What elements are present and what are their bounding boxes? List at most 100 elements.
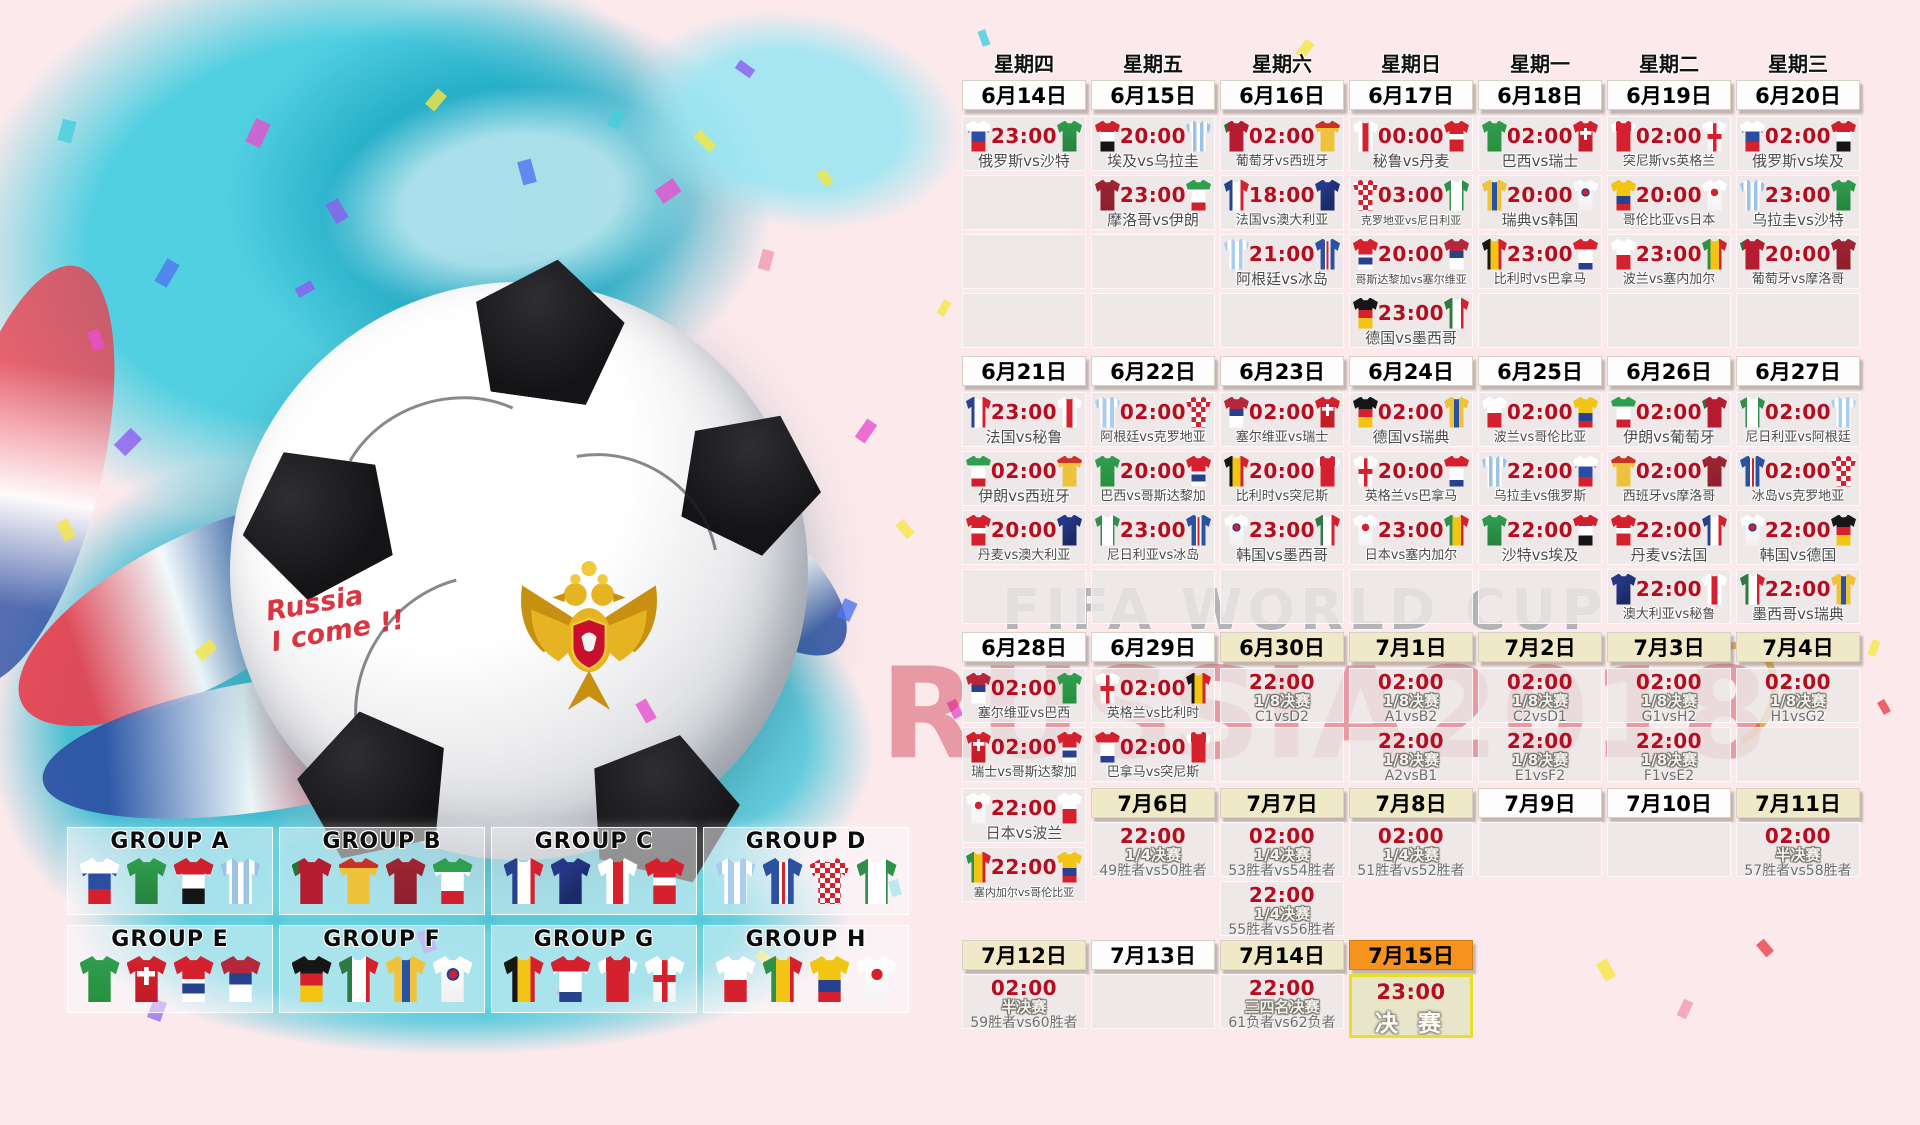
kickoff-time: 22:00 bbox=[1635, 729, 1703, 753]
match-teams-label: 冰岛vs克罗地亚 bbox=[1751, 489, 1845, 504]
team-jersey-icon bbox=[1740, 455, 1765, 487]
group-jerseys-row bbox=[704, 954, 908, 1002]
match-cell: 02:00 波兰vs哥伦比亚 bbox=[1478, 392, 1602, 447]
match-teams-label: 日本vs波兰 bbox=[985, 824, 1063, 842]
knockout-stage-label: 1/8决赛 bbox=[1511, 751, 1569, 769]
weekday-label: 星期五 bbox=[1123, 52, 1183, 76]
team-jersey-icon bbox=[1224, 455, 1249, 487]
match-header-row: 02:00 bbox=[963, 728, 1085, 764]
empty-cell bbox=[962, 569, 1086, 624]
match-header-row: 22:00 bbox=[1737, 570, 1859, 606]
kickoff-time: 21:00 bbox=[1248, 242, 1316, 266]
match-teams-label: 韩国vs德国 bbox=[1759, 546, 1837, 564]
match-header-row: 02:00 bbox=[1221, 393, 1343, 429]
team-jersey-icon bbox=[809, 858, 850, 904]
knockout-pairing-label: 59胜者vs60胜者 bbox=[970, 1015, 1078, 1029]
match-teams-label: 伊朗vs葡萄牙 bbox=[1623, 428, 1715, 446]
knockout-pairing-label: A2vsB1 bbox=[1384, 768, 1438, 782]
match-cell: 22:00 1/4决赛 55胜者vs56胜者 bbox=[1220, 881, 1344, 936]
kickoff-time: 02:00 bbox=[1377, 670, 1445, 694]
kickoff-time: 02:00 bbox=[990, 735, 1058, 759]
kickoff-time: 22:00 bbox=[1506, 518, 1574, 542]
group-title: GROUP D bbox=[745, 829, 867, 854]
team-jersey-icon bbox=[1224, 120, 1249, 152]
kickoff-time: 20:00 bbox=[1764, 242, 1832, 266]
team-jersey-icon bbox=[1831, 120, 1856, 152]
team-jersey-icon bbox=[966, 731, 991, 763]
date-header: 7月13日 bbox=[1091, 940, 1215, 970]
date-header: 6月28日 bbox=[962, 632, 1086, 662]
match-teams-label: 丹麦vs法国 bbox=[1630, 546, 1708, 564]
match-teams-label: 墨西哥vs瑞典 bbox=[1752, 605, 1844, 623]
kickoff-time: 02:00 bbox=[1119, 735, 1187, 759]
team-jersey-icon bbox=[1444, 179, 1469, 211]
team-jersey-icon bbox=[126, 956, 167, 1002]
weekday-label: 星期日 bbox=[1381, 52, 1441, 76]
match-cell: 02:00 突尼斯vs英格兰 bbox=[1607, 116, 1731, 171]
match-cell: 02:00 伊朗vs西班牙 bbox=[962, 451, 1086, 506]
match-cell: 02:00 阿根廷vs克罗地亚 bbox=[1091, 392, 1215, 447]
group-jerseys-row bbox=[492, 954, 696, 1002]
match-cell: 23:00 韩国vs墨西哥 bbox=[1220, 510, 1344, 565]
team-jersey-icon bbox=[1482, 120, 1507, 152]
group-title: GROUP C bbox=[534, 829, 654, 854]
match-cell: 02:00 1/4决赛 51胜者vs52胜者 bbox=[1349, 822, 1473, 877]
match-teams-label: 日本vs塞内加尔 bbox=[1364, 548, 1458, 563]
team-jersey-icon bbox=[1740, 120, 1765, 152]
team-jersey-icon bbox=[1353, 396, 1378, 428]
knockout-pairing-label: 49胜者vs50胜者 bbox=[1099, 863, 1207, 877]
match-teams-label: 德国vs墨西哥 bbox=[1365, 329, 1457, 347]
match-cell: 02:00 尼日利亚vs阿根廷 bbox=[1736, 392, 1860, 447]
team-jersey-icon bbox=[1831, 396, 1856, 428]
match-teams-label: 尼日利亚vs阿根廷 bbox=[1745, 430, 1851, 445]
team-jersey-icon bbox=[1482, 396, 1507, 428]
team-jersey-icon bbox=[550, 858, 591, 904]
match-cell: 02:00 冰岛vs克罗地亚 bbox=[1736, 451, 1860, 506]
match-header-row: 02:00 bbox=[1350, 393, 1472, 429]
weekday-label: 星期三 bbox=[1768, 52, 1828, 76]
match-teams-label: 葡萄牙vs西班牙 bbox=[1235, 154, 1329, 169]
team-jersey-icon bbox=[1095, 396, 1120, 428]
match-cell: 22:00 1/8决赛 C1vsD2 bbox=[1220, 668, 1344, 723]
match-teams-label: 埃及vs乌拉圭 bbox=[1107, 152, 1199, 170]
match-cell: 23:00 法国vs秘鲁 bbox=[962, 392, 1086, 447]
match-header-row: 20:00 bbox=[1092, 117, 1214, 153]
team-jersey-icon bbox=[1224, 514, 1249, 546]
match-cell: 21:00 阿根廷vs冰岛 bbox=[1220, 234, 1344, 289]
match-header-row: 20:00 bbox=[1221, 452, 1343, 488]
knockout-pairing-label: F1vsE2 bbox=[1643, 768, 1695, 782]
match-teams-label: 俄罗斯vs沙特 bbox=[978, 152, 1070, 170]
team-jersey-icon bbox=[1702, 179, 1727, 211]
knockout-pairing-label: 61负者vs62负者 bbox=[1228, 1015, 1336, 1029]
match-header-row: 03:00 bbox=[1350, 176, 1472, 212]
match-cell: 23:00 俄罗斯vs沙特 bbox=[962, 116, 1086, 171]
team-jersey-icon bbox=[1057, 792, 1082, 824]
match-header-row: 23:00 bbox=[1092, 176, 1214, 212]
team-jersey-icon bbox=[1315, 120, 1340, 152]
knockout-stage-label: 1/4决赛 bbox=[1253, 905, 1311, 923]
team-jersey-icon bbox=[1611, 179, 1636, 211]
match-teams-label: 阿根廷vs冰岛 bbox=[1236, 270, 1328, 288]
team-jersey-icon bbox=[173, 858, 214, 904]
team-jersey-icon bbox=[1740, 179, 1765, 211]
date-header: 6月24日 bbox=[1349, 356, 1473, 386]
team-jersey-icon bbox=[1482, 179, 1507, 211]
team-jersey-icon bbox=[1315, 238, 1340, 270]
group-jerseys-row bbox=[704, 856, 908, 904]
team-jersey-icon bbox=[1831, 238, 1856, 270]
team-jersey-icon bbox=[1186, 672, 1211, 704]
match-cell: 23:00 德国vs墨西哥 bbox=[1349, 293, 1473, 348]
team-jersey-icon bbox=[1831, 514, 1856, 546]
team-jersey-icon bbox=[1315, 455, 1340, 487]
kickoff-time: 02:00 bbox=[1119, 676, 1187, 700]
match-cell: 02:00 俄罗斯vs埃及 bbox=[1736, 116, 1860, 171]
kickoff-time: 02:00 bbox=[1764, 824, 1832, 848]
match-header-row: 20:00 bbox=[1092, 452, 1214, 488]
empty-cell bbox=[1607, 293, 1731, 348]
kickoff-time: 22:00 bbox=[1248, 670, 1316, 694]
team-jersey-icon bbox=[762, 858, 803, 904]
match-cell: 20:00 比利时vs突尼斯 bbox=[1220, 451, 1344, 506]
team-jersey-icon bbox=[1315, 514, 1340, 546]
knockout-stage-label: 1/8决赛 bbox=[1769, 692, 1827, 710]
team-jersey-icon bbox=[432, 956, 473, 1002]
